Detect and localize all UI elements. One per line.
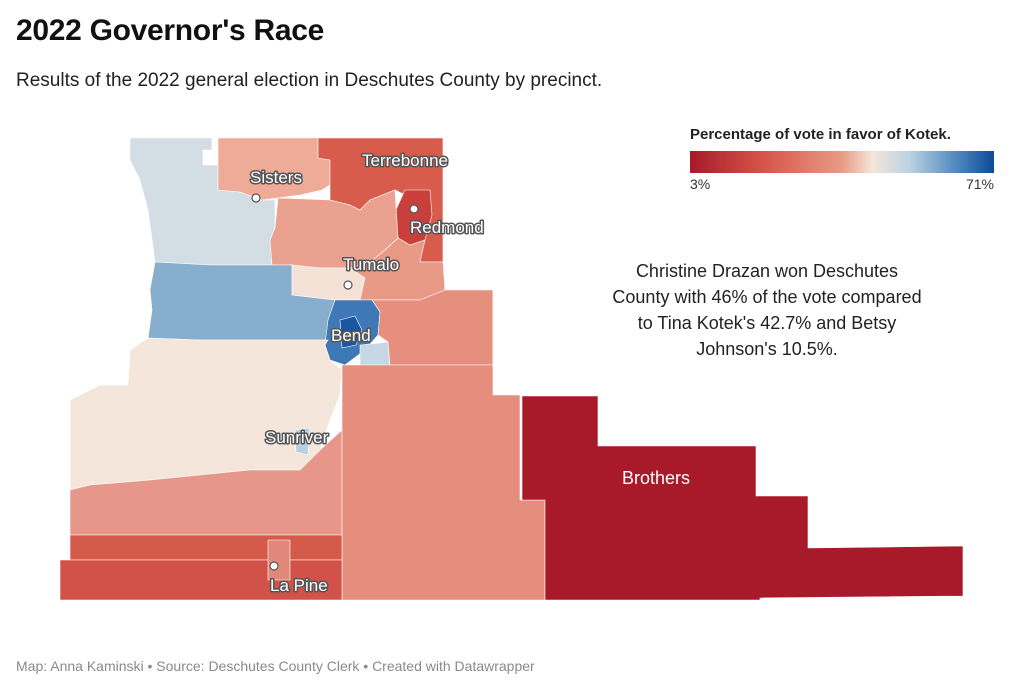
footer-credit: Map: Anna Kaminski • Source: Deschutes C…	[16, 658, 535, 674]
precinct-la-pine-north[interactable]	[69, 534, 343, 561]
precinct-sunriver[interactable]	[294, 427, 311, 456]
place-label-tumalo: Tumalo	[343, 255, 399, 274]
tumalo-marker	[343, 280, 353, 290]
precinct-millican[interactable]	[341, 290, 546, 601]
color-legend: Percentage of vote in favor of Kotek. 3%…	[690, 126, 994, 192]
place-label-sunriver: Sunriver	[265, 428, 329, 447]
precinct-cascade-lakes[interactable]	[69, 337, 343, 491]
legend-max-label: 71%	[965, 176, 994, 192]
la-pine-marker	[269, 561, 279, 571]
place-label-brothers: Brothers	[622, 468, 690, 488]
place-label-sisters: Sisters	[250, 168, 302, 187]
precinct-east-bend[interactable]	[371, 289, 494, 366]
precinct-la-pine-core[interactable]	[267, 539, 291, 581]
map-title: 2022 Governor's Race	[16, 14, 324, 47]
redmond-marker	[409, 204, 419, 214]
legend-ticks: 3% 71%	[690, 173, 994, 192]
precinct-bend-south[interactable]	[359, 341, 391, 369]
place-label-terrebonne: Terrebonne	[362, 151, 448, 170]
legend-title: Percentage of vote in favor of Kotek.	[690, 126, 951, 143]
place-label-bend: Bend	[331, 326, 371, 345]
sisters-marker	[251, 193, 261, 203]
precinct-northwest[interactable]	[129, 137, 276, 266]
precinct-bend-east[interactable]	[339, 315, 363, 349]
precinct-brothers[interactable]	[521, 395, 964, 601]
results-annotation: Christine Drazan won Deschutes County wi…	[612, 261, 922, 359]
place-label-redmond: Redmond	[410, 218, 484, 237]
legend-min-label: 3%	[690, 176, 711, 192]
map-subtitle: Results of the 2022 general election in …	[16, 70, 603, 91]
place-label-la-pine: La Pine	[270, 576, 328, 595]
legend-gradient-bar	[690, 151, 994, 173]
